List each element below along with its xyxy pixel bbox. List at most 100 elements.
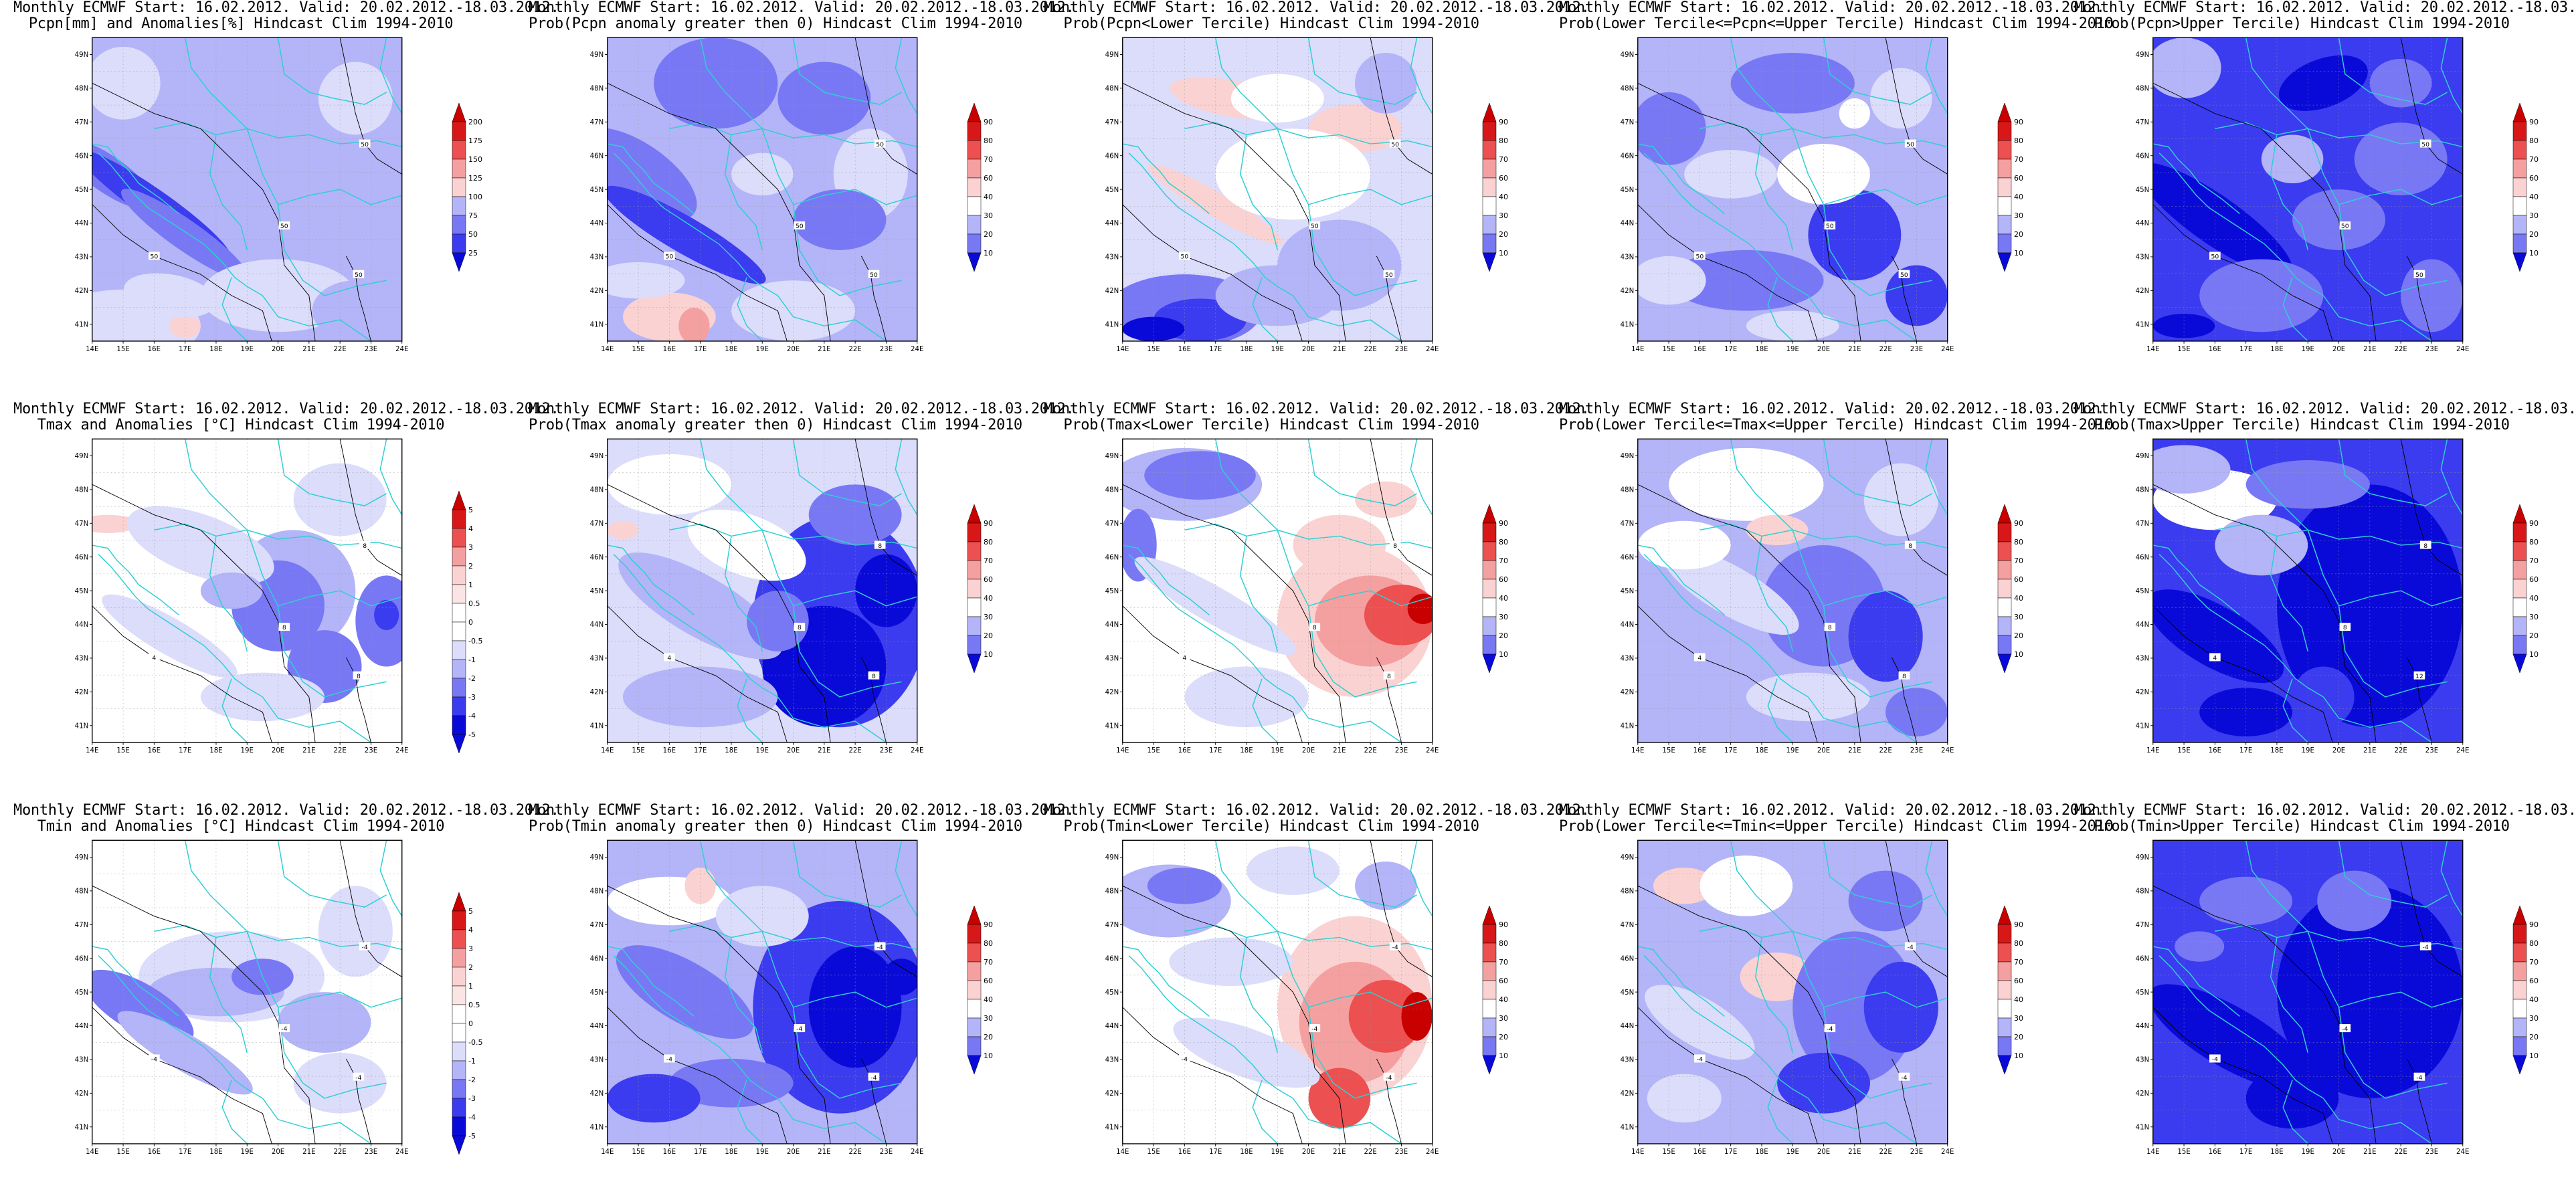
lat-label: 48N <box>590 487 604 494</box>
colorbar-segment <box>1997 140 2012 160</box>
lat-label: 41N <box>2136 722 2150 730</box>
lon-label: 15E <box>632 747 644 755</box>
colorbar-segment <box>1482 980 1497 1000</box>
colorbar-segment <box>1997 560 2012 580</box>
coastline-border <box>1292 696 1402 742</box>
lat-label: 44N <box>1621 621 1635 629</box>
contour-label: -4 <box>1824 1024 1836 1033</box>
contour-line <box>2152 82 2377 341</box>
lon-label: 24E <box>2456 1148 2469 1156</box>
lat-label: 44N <box>75 1023 89 1030</box>
svg-text:50: 50 <box>280 223 288 230</box>
colorbar: 90 80 70 60 40 30 20 10 <box>967 504 993 674</box>
coastline-border <box>1754 536 1793 652</box>
lat-label: 44N <box>2136 1023 2150 1030</box>
field-shade <box>808 946 902 1068</box>
colorbar-segment <box>2512 560 2527 580</box>
contour-label: 50 <box>353 270 365 279</box>
coastline-border <box>1239 937 1278 1054</box>
lat-label: 45N <box>2136 588 2150 595</box>
colorbar-label: 30 <box>984 1014 993 1023</box>
svg-text:50: 50 <box>1180 254 1188 261</box>
colorbar-label: 60 <box>1499 575 1508 584</box>
lon-label: 18E <box>1240 747 1253 755</box>
field-shade <box>1684 150 1778 199</box>
lat-label: 43N <box>590 656 604 663</box>
svg-text:50: 50 <box>796 223 804 230</box>
panel-title-line1: Monthly ECMWF Start: 16.02.2012. Valid: … <box>13 401 559 417</box>
coastline-border <box>1792 931 1932 1099</box>
colorbar-label: 80 <box>2529 939 2539 948</box>
lat-label: 46N <box>590 554 604 561</box>
lat-label: 49N <box>1105 854 1119 862</box>
lon-label: 24E <box>911 1148 923 1156</box>
colorbar-segment <box>452 948 466 968</box>
colorbar-label: 80 <box>2014 136 2023 145</box>
colorbar-segment <box>452 490 466 510</box>
colorbar-label: 40 <box>984 995 993 1004</box>
contour-label: -4 <box>1383 1072 1395 1082</box>
coastline-border <box>98 153 263 296</box>
lon-label: 15E <box>1662 1148 1675 1156</box>
colorbar-label: 75 <box>468 211 478 220</box>
colorbar-label: 1 <box>468 982 473 991</box>
field-shade <box>2152 37 2221 98</box>
coastline-border <box>1292 295 1402 341</box>
lon-label: 15E <box>632 1148 644 1156</box>
lon-label: 21E <box>1333 1148 1346 1156</box>
colorbar-label: 20 <box>2014 1033 2023 1041</box>
lat-label: 49N <box>2136 854 2150 862</box>
lat-label: 49N <box>75 854 89 862</box>
lon-label: 23E <box>1910 747 1923 755</box>
contour-label: 8 <box>1389 540 1401 550</box>
colorbar-segment <box>967 942 982 963</box>
colorbar-segment <box>2512 522 2527 542</box>
lon-label: 19E <box>2302 1148 2314 1156</box>
contour-label: -4 <box>149 1054 160 1064</box>
coastline-border <box>1823 189 1948 205</box>
contour-label: 50 <box>1383 270 1395 279</box>
colorbar-segment <box>452 1060 466 1080</box>
lon-label: 21E <box>1848 346 1861 353</box>
coastline-border <box>1754 134 1793 251</box>
lat-label: 49N <box>1105 52 1119 59</box>
svg-text:-4: -4 <box>2416 1074 2422 1082</box>
field-shade <box>687 509 806 581</box>
coastline-border <box>1277 530 1417 698</box>
colorbar-label: 40 <box>2529 995 2539 1004</box>
field-shade <box>1230 74 1324 123</box>
field-shade <box>1777 144 1870 205</box>
lat-label: 45N <box>2136 187 2150 194</box>
coastline-border <box>209 937 248 1054</box>
lon-label: 21E <box>2363 346 2376 353</box>
colorbar-label: 30 <box>2529 1014 2539 1023</box>
lat-label: 45N <box>75 187 89 194</box>
lon-label: 19E <box>756 1148 769 1156</box>
colorbar-segment <box>1482 215 1497 235</box>
colorbar-label: 30 <box>984 211 993 220</box>
lon-label: 20E <box>1817 1148 1830 1156</box>
contour-line <box>2152 484 2377 742</box>
coastline-border <box>1410 840 1433 917</box>
lat-label: 46N <box>1105 153 1119 160</box>
colorbar-label: 10 <box>2529 1051 2539 1060</box>
coastline-border <box>2440 840 2463 917</box>
lon-label: 16E <box>148 346 161 353</box>
coastline-border <box>1637 544 1725 615</box>
lat-label: 44N <box>1621 1023 1635 1030</box>
forecast-map: -4 -4 -4 -4 49N 48N 47N 46N 45N 44N 43N 42N 41N 14E 15… <box>590 839 923 1156</box>
field-shade <box>808 484 902 546</box>
colorbar-label: 60 <box>2529 575 2539 584</box>
coastline-border <box>184 37 248 129</box>
colorbar-label: 10 <box>984 1051 993 1060</box>
lat-label: 44N <box>75 220 89 227</box>
lat-label: 44N <box>1105 220 1119 227</box>
lon-label: 19E <box>241 346 254 353</box>
lat-label: 46N <box>1105 554 1119 561</box>
colorbar-segment <box>2512 140 2527 160</box>
lon-label: 23E <box>1910 1148 1923 1156</box>
coastline-border <box>1767 277 1793 341</box>
svg-text:8: 8 <box>872 673 876 680</box>
colorbar-label: 30 <box>1499 211 1508 220</box>
lat-label: 42N <box>1105 288 1119 295</box>
